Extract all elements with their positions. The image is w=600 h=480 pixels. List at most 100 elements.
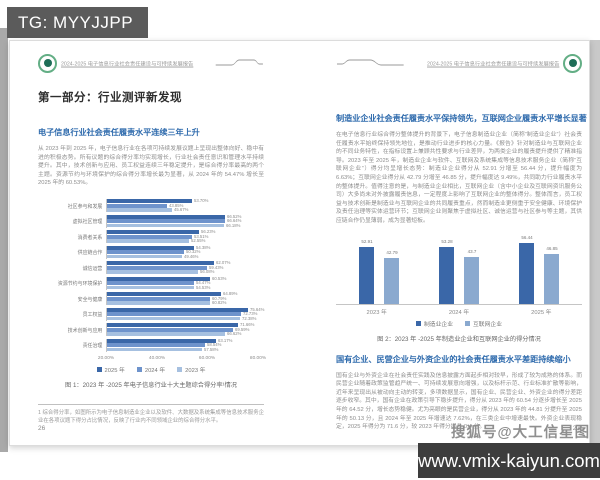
fig1-bar-value: 72.73% xyxy=(242,311,258,317)
fig1-legend-swatch-icon xyxy=(96,366,102,372)
fig1-bar-line: 58.54% xyxy=(107,342,259,348)
fig1-bar-line: 66.52% xyxy=(107,214,259,219)
figure-2-x-axis: 2023 年 2024 年 2025 年 xyxy=(336,307,582,316)
fig2-legend-label: 互联网企业 xyxy=(473,321,502,328)
fig1-bar xyxy=(107,343,205,348)
fig1-bar xyxy=(107,261,214,266)
fig1-axis-tick: 80.00% xyxy=(249,355,267,361)
fig1-bar-group: 56.23% 53.51% 52.55% xyxy=(106,229,259,244)
fig2-bar-group: 52.91 42.79 xyxy=(359,240,399,304)
fig2-bar-value: 52.91 xyxy=(360,239,373,245)
fig1-bar xyxy=(107,276,210,281)
fig1-category-label: 供应链合作 xyxy=(77,250,103,256)
fig1-bar xyxy=(107,327,233,332)
fig1-axis-tick: 60.00% xyxy=(199,355,216,361)
fig1-row: 技术创新与应用 71.66% 69.59% 66.62% xyxy=(38,322,264,338)
fig2-bar: 52.91 xyxy=(359,240,374,304)
fig1-bar-value: 45.67% xyxy=(174,207,189,213)
right-paragraph-2: 国有企业与外资企业在社会责任实践及信息披露方面起步相对较早，形成了较为成熟的体系… xyxy=(336,372,582,431)
fig1-bar-group: 60.53% 54.47% 54.53% xyxy=(106,276,259,290)
figure-1-bar-chart: 社区参与和发展 53.70% 43.85% 45.67% 虚拟社区管理 66.52% 66.… xyxy=(38,198,265,353)
figure-2-bar-chart: 52.91 42.79 53.28 43.7 56.44 46.85 xyxy=(336,236,582,305)
fig1-bar-value: 69.59% xyxy=(234,327,250,333)
fig1-bar-group: 62.07% 59.43% 56.08% xyxy=(106,261,259,275)
fig2-category-label: 2024 年 xyxy=(448,309,470,316)
fig1-bar xyxy=(107,296,211,301)
fig1-bar-line: 66.18% xyxy=(107,223,259,228)
fig1-bar xyxy=(107,292,221,297)
fig1-row: 资源节约与环境保护 60.53% 54.47% 54.53% xyxy=(38,275,264,291)
fig1-bar-line: 56.23% xyxy=(107,229,259,235)
fig1-row: 员工权益 75.64% 72.73% 72.38% xyxy=(38,306,265,322)
fig1-axis-tick: 20.00% xyxy=(97,355,115,361)
fig1-legend-label: 2024 年 xyxy=(144,367,166,374)
fig1-bar-line: 56.08% xyxy=(107,270,259,275)
fig1-bar-value: 66.64% xyxy=(227,218,242,224)
fig1-bar-value: 60.82% xyxy=(212,300,227,306)
fig1-legend-item: 2024 年 xyxy=(136,365,166,374)
left-paragraph: 从 2023 年到 2025 年，电子信息行业在各项可持续发展议题上呈现出整体向… xyxy=(38,146,264,187)
fig1-bar-value: 56.23% xyxy=(200,229,216,235)
fig1-bar-line: 59.43% xyxy=(107,265,259,271)
fig1-legend-item: 2023 年 xyxy=(177,365,205,374)
figure-2-legend: 制造业企业 互联网企业 xyxy=(336,319,582,328)
fig1-bar-line: 60.53% xyxy=(107,276,259,282)
fig1-bar-line: 72.38% xyxy=(107,316,259,322)
fig1-legend-item: 2025 年 xyxy=(96,365,125,374)
report-logo-dot-icon xyxy=(43,59,52,67)
fig1-bar-line: 50.32% xyxy=(107,249,259,255)
fig1-bar xyxy=(107,281,195,286)
fig1-bar-line: 52.55% xyxy=(107,238,259,244)
fig1-bar-line: 60.79% xyxy=(107,296,259,301)
fig1-bar-value: 54.38% xyxy=(196,245,211,251)
fig1-legend-label: 2025 年 xyxy=(104,367,125,374)
fig1-bar-group: 64.89% 60.79% 60.82% xyxy=(106,291,259,306)
fig1-bar-value: 64.89% xyxy=(222,291,238,297)
page-number-right: 27 xyxy=(572,425,580,432)
fig1-bar-line: 69.59% xyxy=(107,327,259,333)
fig1-bar-value: 54.47% xyxy=(196,280,211,286)
right-paragraph-1: 在电子信息行业综合得分整体提升的背景下，电子信息制造业企业（简称“制造业企业”）… xyxy=(336,132,582,224)
fig1-bar-value: 50.32% xyxy=(185,249,201,255)
fig1-bar xyxy=(107,250,184,255)
figure-1-caption: 图 1：2023 年 -2025 年电子信息行业十大主题综合得分率¹情况 xyxy=(65,381,237,389)
fig1-row: 供应链合作 54.38% 50.32% 49.46% xyxy=(38,244,264,260)
fig1-row: 消费者关系 56.23% 53.51% 52.55% xyxy=(38,229,264,245)
fig1-bar xyxy=(107,234,192,239)
fig1-bar xyxy=(107,312,241,317)
header-flourish-icon xyxy=(216,59,264,66)
page-right: 2024-2025 电子信息行业社会责任建设与可持续发展报告 制造业企业社会责任… xyxy=(336,41,587,445)
fig2-bar-group: 53.28 43.7 xyxy=(439,239,479,304)
fig1-bar-line: 66.64% xyxy=(107,218,259,224)
fig1-bar xyxy=(107,203,168,208)
fig1-bar xyxy=(107,199,193,204)
fig1-category-label: 社区参与和发展 xyxy=(67,203,103,210)
fig2-bar-value: 46.85 xyxy=(545,246,558,252)
fig1-bar xyxy=(107,347,203,352)
fig2-bar: 43.7 xyxy=(464,249,479,304)
fig1-bar-value: 60.53% xyxy=(211,276,227,282)
fig1-axis-tick: 40.00% xyxy=(148,355,165,361)
right-heading-2: 国有企业、民营企业与外资企业的社会责任履责水平差距持续缩小 xyxy=(336,354,571,364)
fig1-bar-line: 45.67% xyxy=(107,207,259,213)
fig2-legend-swatch-icon xyxy=(416,320,421,326)
fig1-bar-value: 58.54% xyxy=(206,342,222,348)
fig2-bar-value: 43.7 xyxy=(467,249,476,255)
fig1-bar-line: 53.70% xyxy=(107,199,259,204)
fig2-legend-swatch-icon xyxy=(465,320,470,326)
fig1-bar xyxy=(107,254,182,259)
fig1-bar xyxy=(107,332,226,336)
fig1-bar-line: 54.53% xyxy=(107,285,259,290)
fig1-bar-value: 75.64% xyxy=(249,307,265,313)
fig1-bar-group: 66.52% 66.64% 66.18% xyxy=(106,214,259,228)
fig1-bar-value: 59.43% xyxy=(208,265,224,271)
fig1-bar-value: 52.55% xyxy=(191,238,206,244)
fig1-category-label: 虚拟社区管理 xyxy=(72,219,103,225)
fig1-bar-value: 72.38% xyxy=(241,316,257,322)
fig1-bar-line: 66.62% xyxy=(107,332,259,337)
fig1-legend-label: 2023 年 xyxy=(185,367,206,374)
fig1-row: 诚信运营 62.07% 59.43% 56.08% xyxy=(38,260,264,276)
fig2-category-label: 2025 年 xyxy=(531,309,552,316)
site-watermark-bar: www.vmix-kaiyun.com xyxy=(418,443,600,478)
fig1-bar-value: 71.66% xyxy=(239,322,255,328)
